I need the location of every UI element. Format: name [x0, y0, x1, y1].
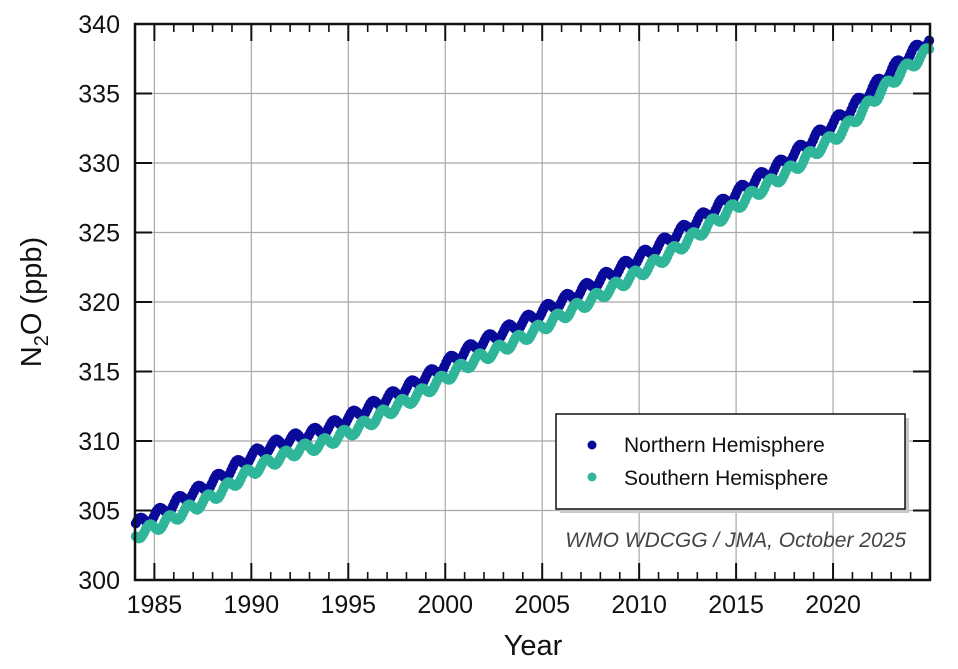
legend-box	[555, 413, 906, 510]
x-tick-label: 2010	[611, 591, 667, 619]
x-tick-label: 2000	[417, 591, 473, 619]
y-axis-title-rest: O (ppb)	[16, 237, 48, 335]
tick-labels: 1985 1990 1995 2000 2005 2010 2015 2020 300 305 31…	[78, 11, 861, 619]
y-tick-label: 310	[78, 428, 120, 456]
x-tick-label: 2015	[708, 591, 764, 619]
series-northern	[130, 35, 935, 529]
legend-marker-northern	[587, 440, 597, 450]
y-axis-title: N2O (ppb)	[16, 237, 53, 367]
y-tick-label: 325	[78, 220, 120, 248]
y-tick-label: 340	[78, 11, 120, 39]
y-tick-label: 315	[78, 359, 120, 387]
series-layer	[130, 35, 935, 544]
y-tick-label: 305	[78, 498, 120, 526]
x-tick-label: 1990	[224, 591, 280, 619]
y-tick-label: 335	[78, 81, 120, 109]
y-tick-label: 330	[78, 150, 120, 178]
credit-text: WMO WDCGG / JMA, October 2025	[565, 529, 906, 552]
x-tick-label: 1985	[127, 591, 183, 619]
legend-marker-southern	[587, 472, 597, 482]
x-tick-label: 2020	[805, 591, 861, 619]
x-tick-label: 2005	[514, 591, 570, 619]
y-tick-label: 300	[78, 567, 120, 595]
plot-frame	[133, 22, 932, 582]
legend-label-southern: Southern Hemisphere	[624, 467, 828, 490]
y-axis-title-main: N	[16, 346, 48, 367]
series-southern	[130, 43, 935, 544]
y-axis-title-sub: 2	[31, 335, 53, 346]
y-tick-label: 320	[78, 289, 120, 317]
legend-label-northern: Northern Hemisphere	[624, 434, 825, 457]
legend: Northern Hemisphere Southern Hemisphere	[555, 413, 909, 513]
x-axis-title: Year	[504, 630, 563, 662]
x-tick-label: 1995	[320, 591, 376, 619]
